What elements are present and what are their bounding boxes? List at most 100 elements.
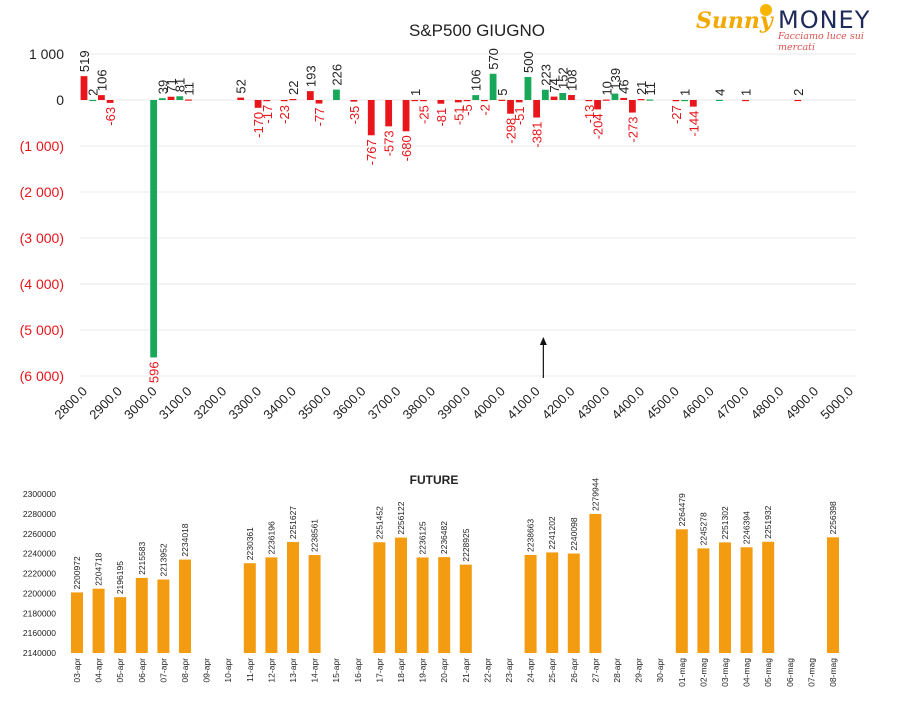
- future-bar: [308, 555, 321, 653]
- future-y-tick-label: 2180000: [23, 608, 56, 618]
- top-x-tick-label: 3000.0: [121, 384, 160, 423]
- top-bar: [254, 100, 262, 108]
- top-x-tick-labels: 2800.02900.03000.03100.03200.03300.03400…: [51, 384, 856, 423]
- future-data-label: 2240098: [569, 517, 579, 550]
- top-bar: [681, 99, 689, 102]
- future-data-label: 2241202: [547, 516, 557, 549]
- top-data-label: -81: [434, 108, 449, 127]
- top-bar: [550, 96, 558, 100]
- top-data-label: -13: [582, 105, 597, 124]
- future-data-label: 2238663: [526, 519, 536, 552]
- top-x-tick-label: 3800.0: [400, 384, 439, 423]
- top-y-tick-label: (6 000): [20, 368, 64, 384]
- top-y-tick-labels: 1 000 0 (1 000) (2 000) (3 000) (4 000) (5 000…: [20, 46, 65, 384]
- future-bar: [697, 548, 710, 653]
- future-y-tick-label: 2160000: [23, 628, 56, 638]
- top-bar: [289, 98, 297, 101]
- top-x-tick-label: 4900.0: [783, 384, 822, 423]
- top-bar: [350, 100, 358, 102]
- top-data-label: 22: [286, 81, 301, 95]
- top-bar: [185, 99, 192, 101]
- future-data-label: 2236196: [266, 521, 276, 554]
- top-x-tick-label: 4300.0: [574, 384, 613, 423]
- top-bar: [568, 95, 575, 100]
- future-x-tick-label: 14-apr: [310, 658, 320, 683]
- top-x-tick-label: 3100.0: [156, 384, 195, 423]
- top-x-tick-label: 3300.0: [225, 384, 264, 423]
- future-data-label: 2256122: [396, 501, 406, 534]
- top-data-label: 11: [181, 82, 196, 96]
- top-data-label: 106: [94, 69, 109, 91]
- future-data-label: 2251302: [720, 506, 730, 539]
- top-bar: [367, 100, 375, 136]
- top-x-tick-label: 4700.0: [713, 384, 752, 423]
- top-data-label: 1: [739, 89, 754, 96]
- future-bar: [157, 579, 170, 653]
- future-x-tick-label: 03-apr: [72, 658, 82, 683]
- top-data-label: 21: [634, 81, 649, 95]
- future-x-tick-label: 04-apr: [94, 658, 104, 683]
- future-x-tick-label: 09-apr: [202, 658, 212, 683]
- top-bar: [176, 96, 184, 100]
- top-data-label: -170: [251, 112, 266, 138]
- top-y-tick-label: (5 000): [20, 322, 64, 338]
- top-data-label: -204: [591, 113, 606, 139]
- top-bar: [237, 97, 245, 100]
- top-data-label: -298: [504, 118, 519, 144]
- top-data-label: -767: [364, 139, 379, 165]
- top-data-label: -5: [460, 104, 475, 116]
- top-data-label: 39: [155, 80, 170, 94]
- top-bar: [463, 100, 471, 102]
- future-data-label: 2234018: [180, 523, 190, 556]
- top-x-tick-label: 4400.0: [608, 384, 647, 423]
- future-bar: [92, 588, 105, 653]
- top-data-label: 596: [147, 361, 162, 383]
- top-x-tick-label: 3900.0: [434, 384, 473, 423]
- top-bar: [559, 93, 567, 100]
- future-x-tick-label: 07-mag: [806, 658, 816, 687]
- top-data-label: -27: [669, 105, 684, 124]
- future-bar: [459, 564, 472, 653]
- top-x-tick-label: 3600.0: [330, 384, 369, 423]
- future-x-tick-label: 08-mag: [828, 658, 838, 687]
- future-y-tick-label: 2200000: [23, 588, 56, 598]
- future-bar: [135, 577, 148, 653]
- top-data-label: 226: [329, 64, 344, 86]
- top-bar: [454, 100, 462, 103]
- future-x-tick-label: 10-apr: [223, 658, 233, 683]
- top-data-label: 2: [791, 89, 806, 96]
- top-y-tick-label: 1 000: [29, 46, 64, 62]
- top-y-tick-label: (1 000): [20, 138, 64, 154]
- future-x-tick-label: 29-apr: [634, 658, 644, 683]
- future-bar: [567, 553, 580, 653]
- top-data-label: -2: [477, 104, 492, 116]
- top-bar: [315, 100, 323, 104]
- future-data-label: 2228925: [461, 528, 471, 561]
- top-data-label: -25: [416, 105, 431, 124]
- future-bar: [265, 557, 278, 653]
- logo-sunny-text: Sunny: [696, 8, 773, 34]
- future-x-tick-label: 03-mag: [720, 658, 730, 687]
- top-x-tick-label: 5000.0: [817, 384, 856, 423]
- future-x-tick-label: 05-apr: [115, 658, 125, 683]
- top-bar: [611, 93, 619, 100]
- top-data-label: 52: [234, 79, 249, 93]
- top-bar: [646, 99, 654, 101]
- future-data-labels: 2200972 2204718 2196195 2215583 2213952 22340…: [72, 478, 838, 595]
- top-data-label: -680: [399, 135, 414, 161]
- top-bar: [89, 99, 97, 102]
- top-bar: [594, 100, 601, 110]
- future-data-label: 2204718: [94, 552, 104, 585]
- top-bar: [167, 96, 175, 100]
- future-chart-title: FUTURE: [410, 473, 459, 487]
- top-bar: [498, 99, 506, 101]
- top-data-label: -51: [451, 106, 466, 125]
- top-data-label: 193: [303, 65, 318, 87]
- top-bar: [385, 100, 393, 127]
- top-data-label: 223: [538, 64, 553, 86]
- top-data-label: 152: [556, 67, 571, 89]
- top-bar: [716, 99, 723, 102]
- top-data-label: 71: [164, 78, 179, 92]
- future-x-tick-label: 02-mag: [698, 658, 708, 687]
- future-y-tick-label: 2260000: [23, 529, 56, 539]
